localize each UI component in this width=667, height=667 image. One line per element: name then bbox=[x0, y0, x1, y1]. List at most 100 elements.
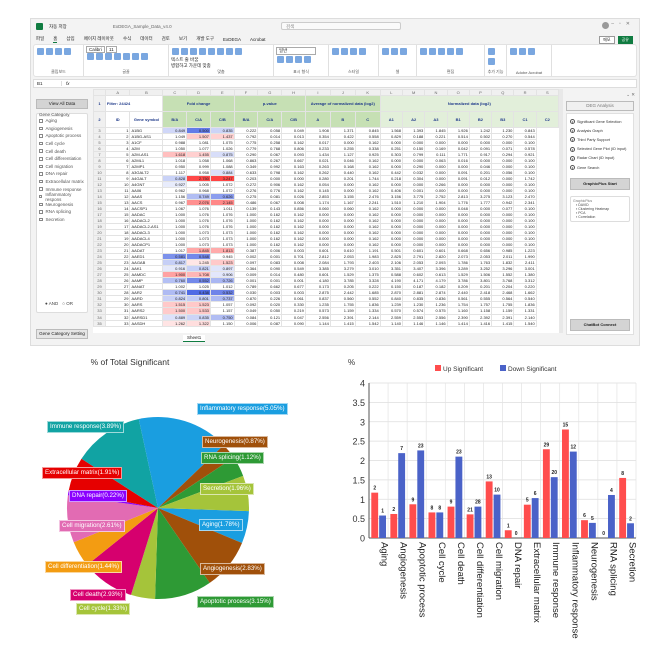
pie-slice[interactable] bbox=[155, 508, 210, 599]
cell[interactable]: 0.726 bbox=[209, 277, 235, 285]
bar[interactable] bbox=[390, 513, 398, 538]
cell[interactable]: 1.415 bbox=[491, 319, 515, 327]
cell[interactable]: 3.001 bbox=[513, 265, 537, 273]
ribbon-command-icon[interactable] bbox=[332, 48, 339, 55]
column-subheader[interactable]: A2 bbox=[401, 111, 426, 129]
comments-button[interactable]: 메모 bbox=[599, 36, 615, 44]
wrap-text-button[interactable]: 텍스트 줄 바꿈 bbox=[171, 57, 199, 62]
bar[interactable] bbox=[493, 494, 501, 538]
category-checkbox[interactable]: Immune response bbox=[39, 185, 85, 193]
cell[interactable]: 1.523 bbox=[209, 259, 235, 267]
row-number[interactable]: 30 bbox=[93, 289, 106, 297]
cell[interactable]: 1.331 bbox=[513, 307, 537, 315]
cell[interactable]: 0.824 bbox=[162, 295, 188, 303]
deg-menu-item[interactable]: ▾ Radar Chart (ID input) bbox=[570, 154, 630, 163]
cell[interactable]: 1.057 bbox=[209, 301, 235, 309]
column-subheader[interactable]: C/A bbox=[257, 111, 283, 129]
name-box[interactable]: B1 bbox=[37, 81, 62, 86]
cell[interactable]: 0.737 bbox=[209, 295, 235, 303]
column-subheader[interactable]: Gene symbol bbox=[129, 111, 164, 129]
sheet-tab[interactable]: Sheet1 bbox=[183, 334, 206, 342]
ribbon-tab[interactable]: 페이지 레이아웃 bbox=[83, 36, 114, 41]
row-number[interactable]: 25 bbox=[93, 259, 106, 267]
or-radio[interactable]: ○ OR bbox=[62, 301, 73, 306]
ribbon-command-icon[interactable] bbox=[226, 48, 233, 55]
cell[interactable]: 0.438 bbox=[186, 289, 211, 297]
category-checkbox[interactable]: Cell migration bbox=[39, 163, 85, 171]
bar[interactable] bbox=[379, 515, 387, 538]
cell[interactable]: 1.380 bbox=[513, 271, 537, 279]
bar[interactable] bbox=[608, 494, 615, 538]
cell[interactable]: AANAT bbox=[129, 283, 164, 291]
graphicplus-start-button[interactable]: GraphicPlus Start bbox=[570, 178, 630, 191]
row-number[interactable]: 1 bbox=[93, 95, 106, 113]
bar[interactable] bbox=[504, 530, 512, 538]
category-checkbox[interactable]: Aging bbox=[39, 117, 85, 125]
ribbon-tab[interactable]: 검토 bbox=[161, 36, 170, 41]
column-subheader[interactable]: C1 bbox=[513, 111, 537, 129]
ribbon-command-icon[interactable] bbox=[359, 48, 366, 55]
ribbon-command-icon[interactable] bbox=[420, 48, 427, 55]
ribbon-command-icon[interactable] bbox=[235, 48, 242, 55]
ribbon-command-icon[interactable] bbox=[181, 48, 188, 55]
cell[interactable]: 0.897 bbox=[209, 265, 235, 273]
cell[interactable]: 0.087 bbox=[257, 319, 283, 327]
cell[interactable]: 1.414 bbox=[446, 319, 470, 327]
cell[interactable]: 1.157 bbox=[209, 307, 235, 315]
bar[interactable] bbox=[531, 498, 539, 538]
bar[interactable] bbox=[436, 512, 444, 538]
and-radio[interactable]: ● AND bbox=[45, 301, 59, 306]
cell[interactable]: 0.581 bbox=[162, 253, 188, 261]
ribbon-tab[interactable]: 파일 bbox=[36, 36, 45, 41]
ribbon-command-icon[interactable] bbox=[141, 53, 148, 60]
cell[interactable]: AARS bbox=[129, 301, 164, 309]
category-checkbox[interactable]: Apoptotic process bbox=[39, 132, 85, 140]
ribbon-command-icon[interactable] bbox=[456, 48, 463, 55]
row-number[interactable]: 35 bbox=[93, 319, 106, 327]
pie-slice[interactable] bbox=[73, 508, 158, 566]
bar[interactable] bbox=[588, 522, 596, 538]
cell[interactable]: 0.817 bbox=[162, 259, 188, 267]
pie-slice[interactable] bbox=[131, 508, 158, 599]
ribbon-command-icon[interactable] bbox=[64, 48, 71, 55]
cell[interactable]: 1.140 bbox=[379, 319, 404, 327]
row-number[interactable]: 29 bbox=[93, 283, 106, 291]
column-subheader[interactable]: A3 bbox=[424, 111, 448, 129]
bar[interactable] bbox=[485, 481, 493, 538]
cell[interactable]: 1.245 bbox=[186, 259, 211, 267]
autosave-toggle[interactable]: 자동 저장 bbox=[49, 23, 67, 29]
cell[interactable]: 2.411 bbox=[513, 259, 537, 267]
column-subheader[interactable]: C bbox=[354, 111, 381, 129]
ribbon-command-icon[interactable] bbox=[87, 53, 94, 60]
pie-slice[interactable] bbox=[81, 419, 158, 508]
cell[interactable]: 2.140 bbox=[513, 313, 537, 321]
category-checkbox[interactable]: Inflammatory respons bbox=[39, 192, 85, 202]
ribbon-command-icon[interactable] bbox=[132, 53, 139, 60]
cell[interactable]: 1.990 bbox=[513, 253, 537, 261]
cell[interactable]: 0.006 bbox=[233, 319, 259, 327]
column-subheader[interactable]: A1 bbox=[379, 111, 404, 129]
ribbon-command-icon[interactable] bbox=[55, 48, 62, 55]
ribbon-command-icon[interactable] bbox=[105, 53, 112, 60]
cell[interactable]: AAMDC bbox=[129, 271, 164, 279]
column-subheader[interactable]: C/B bbox=[281, 111, 306, 129]
cell[interactable]: AAK1 bbox=[129, 265, 164, 273]
cell[interactable]: AAR2 bbox=[129, 289, 164, 297]
category-checkbox[interactable]: Angiogenesis bbox=[39, 125, 85, 133]
ribbon-command-icon[interactable] bbox=[429, 48, 436, 55]
bar[interactable] bbox=[569, 451, 577, 538]
cell[interactable]: AAMP bbox=[129, 277, 164, 285]
view-all-data-button[interactable]: View All Data bbox=[36, 99, 88, 109]
ribbon-command-icon[interactable] bbox=[400, 48, 407, 55]
column-subheader[interactable]: B1 bbox=[446, 111, 470, 129]
font-size-select[interactable]: 11 bbox=[106, 46, 117, 53]
ribbon-command-icon[interactable] bbox=[123, 53, 130, 60]
column-header[interactable]: E bbox=[209, 89, 235, 97]
bar[interactable] bbox=[627, 523, 634, 538]
ribbon-command-icon[interactable] bbox=[519, 48, 526, 55]
ribbon-command-icon[interactable] bbox=[382, 48, 389, 55]
column-subheader[interactable]: C2 bbox=[535, 111, 559, 129]
account-avatar[interactable] bbox=[602, 22, 609, 29]
font-name-select[interactable]: Calibri bbox=[86, 46, 105, 53]
cell[interactable]: 0.552 bbox=[186, 277, 211, 285]
